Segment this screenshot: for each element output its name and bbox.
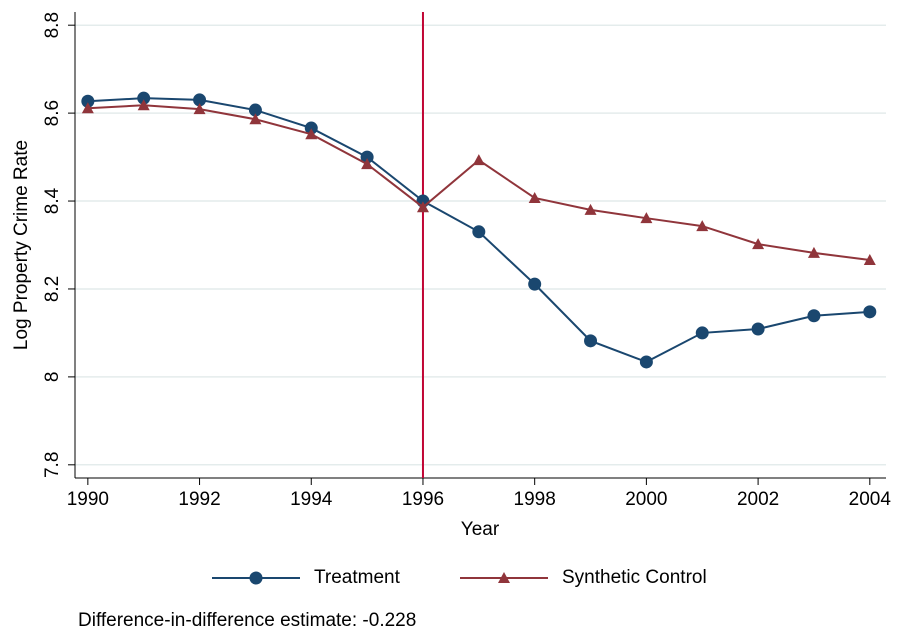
marker bbox=[863, 305, 877, 319]
marker bbox=[137, 99, 150, 111]
x-tick-label: 1994 bbox=[290, 489, 333, 510]
x-tick-label: 1992 bbox=[178, 489, 220, 510]
marker bbox=[498, 572, 510, 583]
marker bbox=[249, 113, 262, 125]
marker bbox=[416, 201, 429, 213]
marker bbox=[752, 238, 765, 250]
marker bbox=[248, 103, 262, 117]
marker bbox=[81, 94, 95, 108]
marker bbox=[640, 212, 653, 224]
y-tick-label: 8.8 bbox=[42, 12, 63, 38]
x-tick-label: 1998 bbox=[514, 489, 556, 510]
x-tick-label: 2004 bbox=[849, 489, 892, 510]
legend-box bbox=[199, 557, 761, 599]
marker bbox=[304, 121, 318, 135]
marker bbox=[472, 154, 485, 166]
marker bbox=[639, 355, 653, 369]
x-tick-label: 2002 bbox=[737, 489, 779, 510]
marker bbox=[305, 128, 318, 140]
y-tick-label: 8.6 bbox=[42, 100, 63, 126]
marker bbox=[528, 191, 541, 203]
x-tick-label: 2000 bbox=[625, 489, 667, 510]
y-tick-label: 8 bbox=[42, 372, 63, 383]
marker bbox=[584, 203, 597, 215]
marker bbox=[807, 309, 821, 323]
marker bbox=[584, 334, 598, 348]
marker bbox=[361, 158, 374, 170]
marker bbox=[472, 225, 486, 239]
marker bbox=[249, 571, 263, 585]
x-tick-label: 1990 bbox=[67, 489, 109, 510]
marker bbox=[863, 253, 876, 265]
marker bbox=[193, 93, 207, 107]
y-tick-label: 8.4 bbox=[42, 187, 63, 214]
marker bbox=[696, 220, 709, 232]
legend-label: Synthetic Control bbox=[562, 567, 707, 588]
y-tick-label: 7.8 bbox=[42, 452, 63, 478]
marker bbox=[81, 102, 94, 114]
marker bbox=[695, 326, 709, 340]
marker bbox=[193, 103, 206, 115]
marker bbox=[807, 246, 820, 258]
legend-label: Treatment bbox=[314, 567, 401, 588]
x-axis-label: Year bbox=[461, 519, 500, 540]
y-tick-label: 8.2 bbox=[42, 276, 63, 302]
marker bbox=[528, 277, 542, 291]
marker bbox=[751, 322, 765, 336]
y-axis-label: Log Property Crime Rate bbox=[11, 140, 32, 350]
note: Difference-in-difference estimate: -0.22… bbox=[78, 610, 416, 631]
x-tick-label: 1996 bbox=[402, 489, 444, 510]
marker bbox=[137, 91, 151, 105]
marker bbox=[360, 150, 374, 164]
